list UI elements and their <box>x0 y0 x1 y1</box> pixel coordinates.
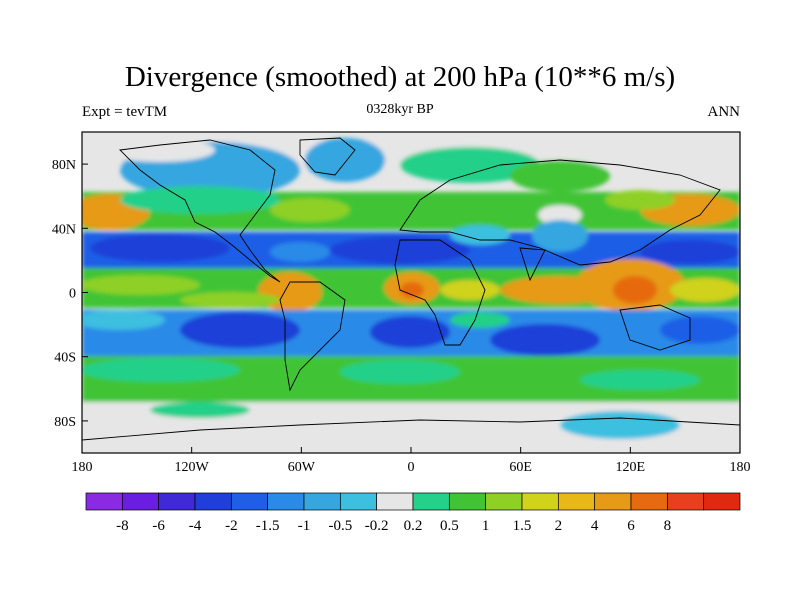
colorbar-swatch <box>594 492 632 511</box>
lon-tick-label: 60W <box>288 460 316 475</box>
lon-tick-label: 60E <box>509 460 532 475</box>
colorbar: -8 -6 -4 -2 -1.5 -1 -0.5 -0.2 0.2 0.5 1 1.5 2 4 6 8 <box>85 492 741 534</box>
colorbar-swatch <box>158 492 196 511</box>
colorbar-label: -1 <box>298 518 311 534</box>
lat-tick-label: 80N <box>52 158 76 173</box>
lon-tick-label: 120W <box>175 460 210 475</box>
lon-tick-label: 180 <box>730 460 751 475</box>
colorbar-label: 0.5 <box>440 518 459 534</box>
lat-tick-label: 40S <box>54 351 76 366</box>
coastlines <box>82 137 740 441</box>
colorbar-label: -0.5 <box>328 518 352 534</box>
lon-tick-label: 120E <box>616 460 646 475</box>
colorbar-swatch <box>339 492 378 511</box>
divergence-field <box>82 132 740 453</box>
colorbar-label: 6 <box>627 518 635 534</box>
colorbar-swatch <box>376 492 414 511</box>
colorbar-label: 2 <box>555 518 563 534</box>
colorbar-swatch <box>121 492 160 511</box>
colorbar-label: -6 <box>152 518 165 534</box>
colorbar-swatch <box>448 492 487 511</box>
lon-tick-label: 180 <box>72 460 93 475</box>
colorbar-swatch <box>85 492 123 511</box>
colorbar-swatch <box>303 492 341 511</box>
colorbar-swatch <box>267 492 305 511</box>
colorbar-swatch <box>630 492 668 511</box>
colorbar-swatch <box>666 492 705 511</box>
experiment-label: Expt = tevTM <box>82 104 168 120</box>
colorbar-swatch <box>703 492 741 511</box>
colorbar-label: -4 <box>189 518 202 534</box>
season-label: ANN <box>707 104 741 120</box>
colorbar-swatch <box>557 492 596 511</box>
colorbar-swatch <box>194 492 232 511</box>
lat-tick-label: 0 <box>69 287 76 302</box>
colorbar-label: 8 <box>664 518 672 534</box>
colorbar-label: 0.2 <box>404 518 423 534</box>
colorbar-label: -2 <box>225 518 238 534</box>
colorbar-swatch <box>485 492 523 511</box>
colorbar-label: -0.2 <box>365 518 389 534</box>
lat-tick-label: 40N <box>52 222 76 237</box>
colorbar-swatch <box>412 492 450 511</box>
plot-title: Divergence (smoothed) at 200 hPa (10**6 … <box>124 61 676 93</box>
lon-tick-label: 0 <box>408 460 415 475</box>
lat-tick-label: 80S <box>54 415 76 430</box>
colorbar-label: 4 <box>591 518 599 534</box>
map-axes: 80N 40N 0 40S 80S 180 120W 60W 0 60E 120E 180 <box>52 158 751 475</box>
colorbar-label: -8 <box>116 518 129 534</box>
colorbar-label: -1.5 <box>256 518 280 534</box>
time-label: 0328kyr BP <box>366 102 434 117</box>
colorbar-label: 1 <box>482 518 490 534</box>
colorbar-label: 1.5 <box>513 518 532 534</box>
colorbar-swatch <box>230 492 269 511</box>
colorbar-swatch <box>521 492 559 511</box>
